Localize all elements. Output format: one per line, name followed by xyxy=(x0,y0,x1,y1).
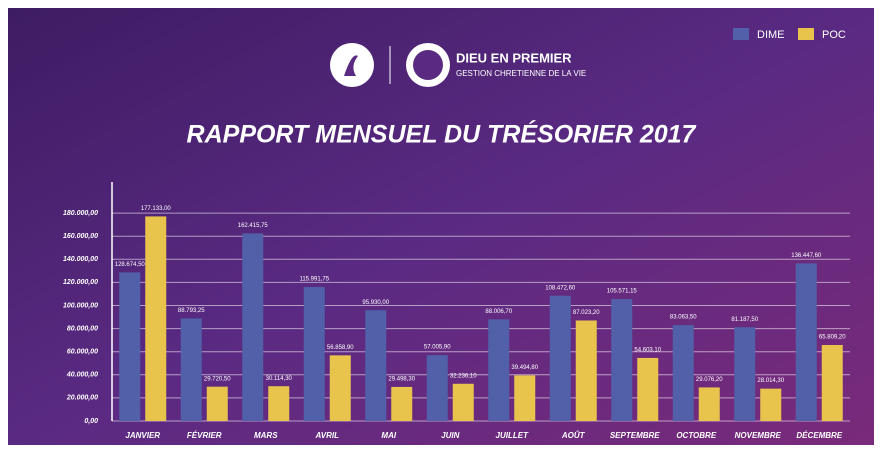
bar xyxy=(488,319,509,421)
chart-title: RAPPORT MENSUEL DU TRÉSORIER 2017 xyxy=(187,120,697,149)
x-tick-label: JUIN xyxy=(441,431,459,440)
x-tick-label: NOVEMBRE xyxy=(735,431,782,440)
bar xyxy=(365,310,386,421)
bar xyxy=(242,233,263,421)
bar xyxy=(304,287,325,421)
x-tick-label: AVRIL xyxy=(315,431,340,440)
x-tick-label: OCTOBRE xyxy=(676,431,717,440)
value-label: 87.023,20 xyxy=(573,310,600,316)
value-label: 83.063,50 xyxy=(670,315,697,321)
y-tick-label: 0,00 xyxy=(84,418,98,425)
bar xyxy=(550,296,571,421)
value-label: 95.930,00 xyxy=(362,300,389,306)
x-tick-label: FÉVRIER xyxy=(187,431,222,440)
chart: DIEU EN PREMIER GESTION CHRETIENNE DE LA… xyxy=(0,0,882,449)
bar xyxy=(119,272,140,421)
value-label: 108.472,60 xyxy=(545,285,576,291)
bar xyxy=(637,358,658,421)
bar xyxy=(207,387,228,421)
bar xyxy=(181,318,202,421)
y-tick-label: 100.000,00 xyxy=(63,302,98,309)
legend-label: POC xyxy=(822,29,846,41)
y-tick-label: 120.000,00 xyxy=(63,279,98,286)
legend-swatch xyxy=(733,28,749,40)
bar xyxy=(734,327,755,421)
value-label: 88.006,70 xyxy=(485,309,512,315)
bar xyxy=(673,325,694,421)
y-tick-label: 180.000,00 xyxy=(63,210,98,217)
y-tick-label: 60.000,00 xyxy=(67,349,98,356)
value-label: 28.014,30 xyxy=(757,378,784,384)
legend-label: DIME xyxy=(757,29,785,41)
y-tick-label: 160.000,00 xyxy=(63,233,98,240)
x-tick-label: JANVIER xyxy=(125,431,160,440)
value-label: 56.858,90 xyxy=(327,345,354,351)
y-tick-label: 140.000,00 xyxy=(63,256,98,263)
bar xyxy=(514,375,535,421)
bar xyxy=(268,386,289,421)
x-tick-label: MAI xyxy=(381,431,396,440)
value-label: 65.809,20 xyxy=(819,335,846,341)
value-label: 54.603,10 xyxy=(634,348,661,354)
x-tick-label: JUILLET xyxy=(496,431,530,440)
logo-title: DIEU EN PREMIER xyxy=(456,50,572,65)
x-tick-label: MARS xyxy=(254,431,278,440)
x-tick-label: SEPTEMBRE xyxy=(610,431,660,440)
bar xyxy=(391,387,412,421)
value-label: 81.187,50 xyxy=(731,317,758,323)
logo-subtitle: GESTION CHRETIENNE DE LA VIE xyxy=(456,69,586,78)
bar xyxy=(796,263,817,421)
bar xyxy=(427,355,448,421)
bar xyxy=(822,345,843,421)
bar xyxy=(576,320,597,421)
value-label: 88.793,25 xyxy=(178,308,205,314)
logo-inner xyxy=(413,50,443,80)
value-label: 29.076,20 xyxy=(696,377,723,383)
value-label: 162.415,75 xyxy=(238,223,269,229)
bar xyxy=(145,216,166,421)
x-tick-label: AOÛT xyxy=(561,431,586,440)
value-label: 39.494,80 xyxy=(511,365,538,371)
x-tick-label: DÉCEMBRE xyxy=(796,431,842,440)
value-label: 105.571,15 xyxy=(607,289,638,295)
value-label: 136.447,60 xyxy=(791,253,822,259)
value-label: 177.133,00 xyxy=(141,206,172,212)
y-tick-label: 40.000,00 xyxy=(66,372,98,379)
bar xyxy=(699,387,720,421)
value-label: 30.114,30 xyxy=(266,376,293,382)
value-label: 29.498,30 xyxy=(388,377,415,383)
value-label: 29.720,50 xyxy=(204,376,231,382)
value-label: 57.005,90 xyxy=(424,345,451,351)
bar xyxy=(330,355,351,421)
y-tick-label: 20.000,00 xyxy=(66,395,98,402)
bar xyxy=(611,299,632,421)
y-tick-label: 80.000,00 xyxy=(67,325,98,332)
bar xyxy=(760,389,781,421)
value-label: 32.236,10 xyxy=(450,373,477,379)
bar xyxy=(453,384,474,421)
value-label: 128.674,50 xyxy=(115,262,146,268)
value-label: 115.991,75 xyxy=(299,277,329,283)
legend-swatch xyxy=(798,28,814,40)
